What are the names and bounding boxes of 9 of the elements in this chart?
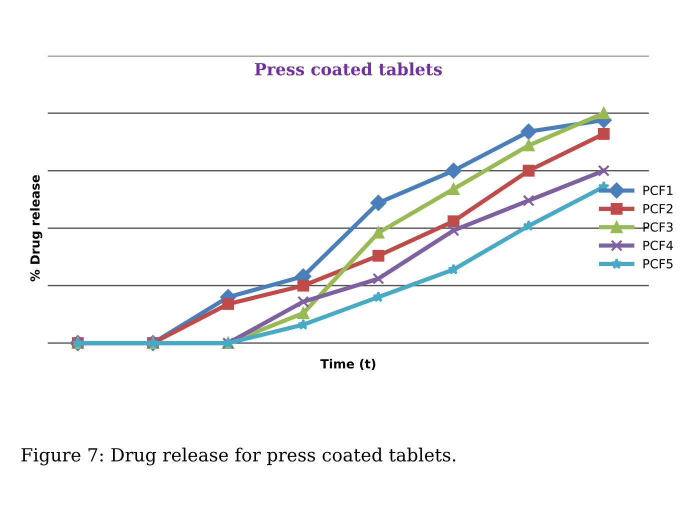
x-axis-title: Time (t) bbox=[320, 358, 376, 370]
legend-label: PCF5 bbox=[643, 259, 673, 268]
legend-label: PCF1 bbox=[643, 186, 673, 196]
legend-label: PCF2 bbox=[643, 204, 672, 214]
y-axis-title: % Drug release bbox=[30, 175, 42, 282]
legend-label: PCF4 bbox=[643, 240, 673, 250]
legend-label: PCF3 bbox=[643, 222, 673, 232]
caption: Figure 7: Drug release for press coated tablets. bbox=[21, 448, 456, 466]
chart-title: Press coated tablets bbox=[254, 62, 442, 76]
